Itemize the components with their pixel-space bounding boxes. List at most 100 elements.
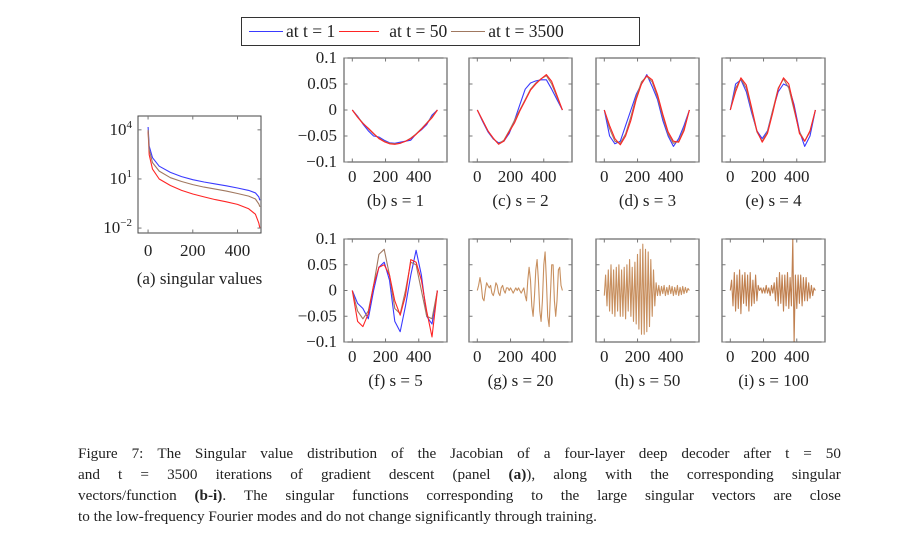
legend-swatch-red [339,31,380,32]
panel-i: 0 200 400 (i) s = 100 [721,238,826,390]
caption-word: iterations [215,466,273,483]
caption-word: value [260,445,294,462]
caption-word: (b-i). [195,485,227,506]
series-line [476,251,563,328]
caption-word: Jacobian [450,445,504,462]
series-line [729,239,816,342]
series-line [603,243,690,335]
caption-word: (panel [452,466,491,483]
caption-word: Figure [78,445,118,462]
series-line [351,249,438,333]
x-tick-label: 400 [784,347,810,366]
x-tick-label: 400 [406,167,432,186]
y-tick-label: 0.05 [307,255,337,274]
panel-caption: (a) singular values [137,269,263,288]
caption-word: deep [638,445,668,462]
series-line [351,248,438,320]
panel-caption: (f) s = 5 [368,371,422,390]
caption-word: . [222,487,227,504]
series-line [351,109,438,145]
series-line [603,75,690,146]
caption-word: (b-i) [194,487,223,504]
caption-word: low-frequency [115,508,209,525]
y-tick-label: −0.1 [306,332,337,351]
x-tick-label: 0 [473,167,482,186]
x-tick-label: 0 [348,347,357,366]
series-line [147,129,261,207]
caption-line: vectors/function (b-i). The singular functio… [78,485,841,506]
caption-word: descent [388,466,435,483]
x-tick-label: 400 [658,347,684,366]
series-line [147,131,261,229]
caption-word: 7: [131,445,144,462]
caption-word: through [494,508,546,525]
axes-box [137,115,262,234]
figure-caption: Figure 7: The Singular value distribution of th… [78,443,841,527]
caption-word: (a)), [509,464,536,485]
caption-word: singular [791,466,841,483]
caption-line: Figure 7: The Singular value distribution of th… [78,443,841,464]
caption-word: 50 [825,445,841,462]
legend-entry-t3500: at t = 3500 [451,21,568,42]
caption-word: change [368,508,416,525]
panel-b: 0 200 400 0.1 0.05 0 −0.05 −0.1 (b) s = 1 [298,48,448,210]
caption-word: after [743,445,772,462]
caption-word: t [785,445,790,462]
x-tick-label: 400 [531,167,557,186]
caption-word: large [597,487,628,504]
caption-word: the [93,508,116,525]
legend-label: at t = 3500 [488,21,564,41]
caption-word: a [543,445,551,462]
x-tick-label: 200 [373,167,399,186]
x-tick-label: 0 [473,347,482,366]
series-line [476,74,563,145]
y-tick-label: 0.1 [316,48,337,67]
caption-line: to the low-frequency Fourier modes and d… [78,506,841,527]
x-tick-label: 400 [225,241,251,260]
x-tick-label: 0 [726,167,735,186]
caption-word: The [243,487,268,504]
series-line [729,77,816,143]
x-tick-label: 400 [531,347,557,366]
y-tick-label: 0.1 [316,229,337,248]
caption-word: are [773,487,792,504]
axes-box [343,57,448,163]
caption-word: singular [285,487,335,504]
axes-box [468,238,573,343]
x-tick-label: 0 [144,241,153,260]
caption-word: vectors/function [78,487,177,504]
x-tick-label: 200 [498,347,524,366]
caption-line: and t = 3500 iterations of gradient descent (pan… [78,464,841,485]
x-tick-label: 200 [751,347,777,366]
series-line [351,259,438,338]
caption-word: to [78,508,94,525]
caption-word: modes [256,508,301,525]
legend-entry-t1: at t = 1 [249,21,339,42]
panel-caption: (d) s = 3 [619,191,676,210]
caption-word: close [809,487,841,504]
y-tick-label: −0.1 [306,152,337,171]
x-tick-label: 0 [600,347,609,366]
caption-word: to [531,487,543,504]
x-tick-label: 200 [180,241,206,260]
caption-word: four-layer [564,445,625,462]
caption-word: = [140,466,149,483]
caption-word: gradient [320,466,371,483]
panel-e: 0 200 400 (e) s = 4 [721,57,826,210]
panel-f: 0 200 400 0.1 0.05 0 −0.05 −0.1 (f) s = 5 [298,229,448,390]
caption-word: with [605,466,633,483]
caption-word: and [300,508,327,525]
legend-label: at t = 50 [389,21,448,41]
panel-h: 0 200 400 (h) s = 50 [595,238,700,390]
series-line [729,78,816,142]
caption-word: corresponding [426,487,514,504]
caption-word: Fourier [208,508,257,525]
series-line [603,74,690,147]
caption-word: of [290,466,303,483]
y-tick-label: −0.05 [298,306,337,325]
legend: at t = 1 at t = 50 at t = 3500 [241,17,640,46]
y-tick-label: 101 [110,168,133,188]
caption-word: the [560,487,580,504]
legend-label: at t = 1 [286,21,336,41]
